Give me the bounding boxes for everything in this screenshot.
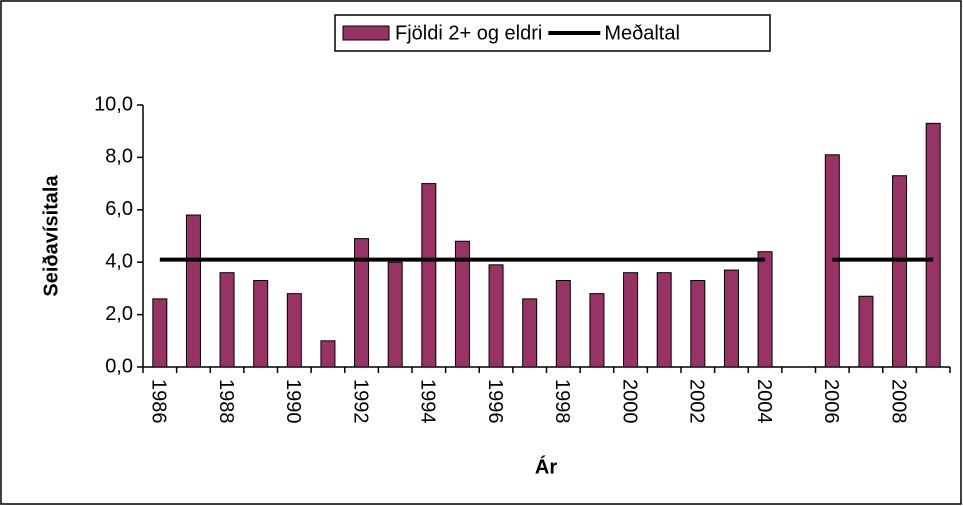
bar bbox=[858, 295, 874, 368]
x-tick-label: 2004 bbox=[753, 379, 775, 424]
x-tick-label: 1986 bbox=[148, 379, 170, 424]
x-axis-label: Ár bbox=[535, 455, 557, 478]
bar bbox=[589, 293, 605, 368]
bar bbox=[219, 272, 235, 368]
x-tick-label: 1996 bbox=[484, 379, 506, 424]
y-axis-label: Seiðavísitala bbox=[40, 175, 62, 297]
bar bbox=[185, 214, 201, 368]
bar bbox=[892, 175, 908, 368]
bar bbox=[555, 280, 571, 368]
bar bbox=[757, 251, 773, 368]
x-tick-label: 2000 bbox=[618, 379, 640, 424]
bar bbox=[656, 272, 672, 368]
legend-label: Fjöldi 2+ og eldri bbox=[395, 22, 542, 44]
bar bbox=[421, 183, 437, 368]
y-tick-label: 0,0 bbox=[105, 355, 133, 377]
y-tick-label: 8,0 bbox=[105, 146, 133, 168]
x-tick-label: 1990 bbox=[282, 379, 304, 424]
bar bbox=[253, 280, 269, 368]
x-tick-label: 2008 bbox=[887, 379, 909, 424]
bar bbox=[522, 298, 538, 368]
bar bbox=[488, 264, 504, 368]
bar bbox=[623, 272, 639, 368]
bar bbox=[690, 280, 706, 368]
legend-swatch bbox=[342, 25, 390, 41]
bar bbox=[925, 122, 941, 368]
y-tick-label: 10,0 bbox=[94, 93, 133, 115]
x-tick-label: 1998 bbox=[551, 379, 573, 424]
bar bbox=[454, 240, 470, 368]
bar bbox=[152, 298, 168, 368]
x-tick-label: 2002 bbox=[686, 379, 708, 424]
bar bbox=[354, 238, 370, 368]
y-tick-label: 6,0 bbox=[105, 198, 133, 220]
bar bbox=[387, 261, 403, 368]
x-tick-label: 1992 bbox=[349, 379, 371, 424]
legend-label: Meðaltal bbox=[604, 22, 680, 44]
y-tick-label: 4,0 bbox=[105, 250, 133, 272]
y-tick-label: 2,0 bbox=[105, 303, 133, 325]
bar bbox=[286, 293, 302, 368]
x-tick-label: 2006 bbox=[820, 379, 842, 424]
bar bbox=[723, 269, 739, 368]
x-tick-label: 1988 bbox=[215, 379, 237, 424]
x-tick-label: 1994 bbox=[417, 379, 439, 424]
bar bbox=[320, 340, 336, 368]
